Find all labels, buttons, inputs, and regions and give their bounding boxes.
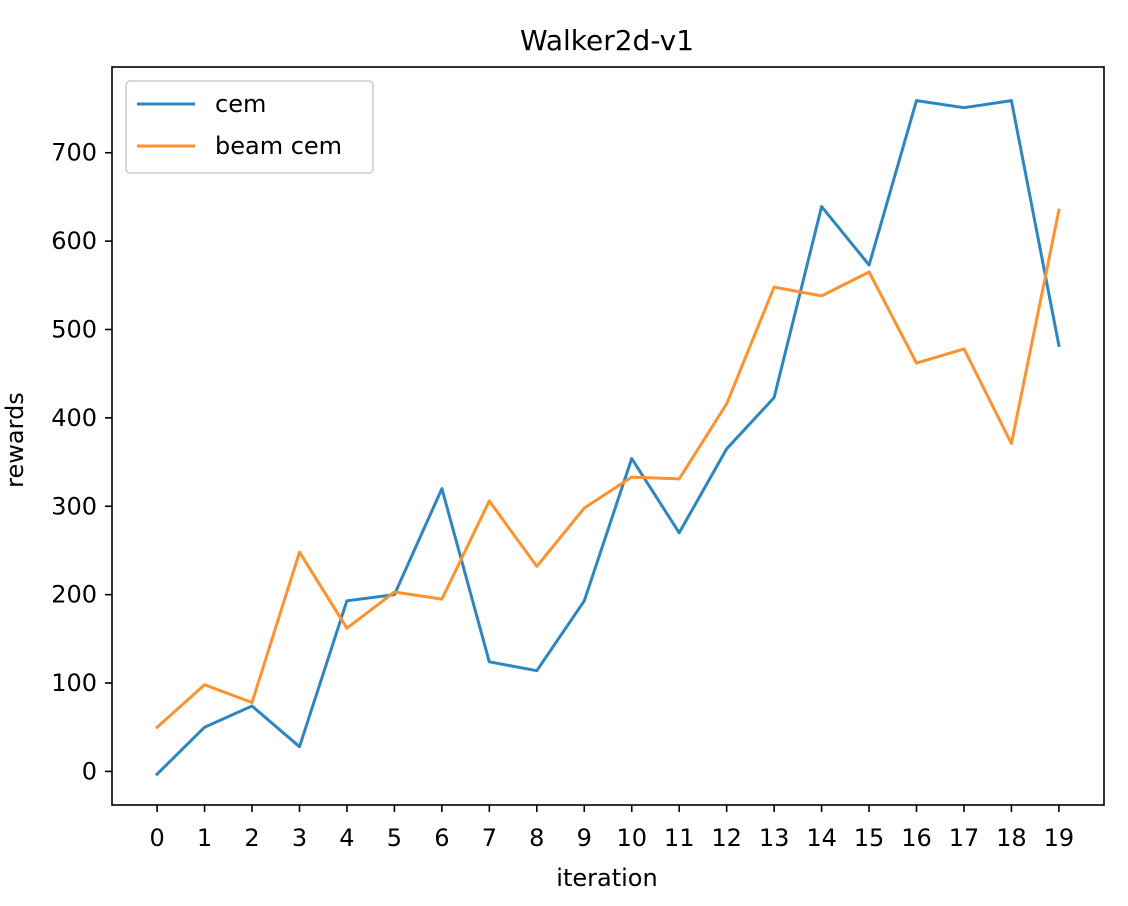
x-tick-label: 16	[901, 824, 932, 852]
series-layer	[154, 99, 1061, 777]
x-tick-label: 12	[711, 824, 742, 852]
x-tick-label: 2	[244, 824, 259, 852]
chart-title: Walker2d-v1	[520, 24, 694, 57]
y-tick-label: 200	[51, 581, 97, 609]
x-tick-label: 6	[434, 824, 449, 852]
x-axis: 0 1 2 3 4 5 6 7 8 9 10 11 12 13 14 15 16 17 18 19	[149, 805, 1074, 852]
y-tick-label: 300	[51, 492, 97, 520]
y-tick-label: 0	[82, 757, 97, 785]
y-tick-label: 400	[51, 404, 97, 432]
legend: cem beam cem	[125, 80, 374, 174]
y-axis: 0 100 200 300 400 500 600 700	[51, 139, 112, 785]
x-tick-label: 3	[292, 824, 307, 852]
y-tick-label: 500	[51, 315, 97, 343]
x-tick-label: 11	[664, 824, 695, 852]
legend-label: beam cem	[215, 132, 342, 160]
x-axis-label: iteration	[556, 864, 657, 892]
y-axis-label: rewards	[1, 392, 29, 488]
x-tick-label: 10	[616, 824, 647, 852]
y-tick-label: 100	[51, 669, 97, 697]
x-tick-label: 4	[339, 824, 354, 852]
y-tick-label: 700	[51, 139, 97, 167]
x-tick-label: 7	[482, 824, 497, 852]
x-tick-label: 15	[854, 824, 885, 852]
series-line-beam-cem	[154, 208, 1061, 730]
legend-label: cem	[215, 90, 266, 118]
x-tick-label: 13	[759, 824, 790, 852]
x-tick-label: 5	[387, 824, 402, 852]
x-tick-label: 17	[949, 824, 980, 852]
x-tick-label: 0	[149, 824, 164, 852]
x-tick-label: 8	[529, 824, 544, 852]
x-tick-label: 9	[577, 824, 592, 852]
x-tick-label: 14	[806, 824, 837, 852]
plot-area	[111, 66, 1105, 806]
x-tick-label: 18	[996, 824, 1027, 852]
x-tick-label: 19	[1044, 824, 1075, 852]
plot-frame	[111, 66, 1105, 806]
y-tick-label: 600	[51, 227, 97, 255]
series-line-cem	[154, 99, 1061, 777]
x-tick-label: 1	[197, 824, 212, 852]
